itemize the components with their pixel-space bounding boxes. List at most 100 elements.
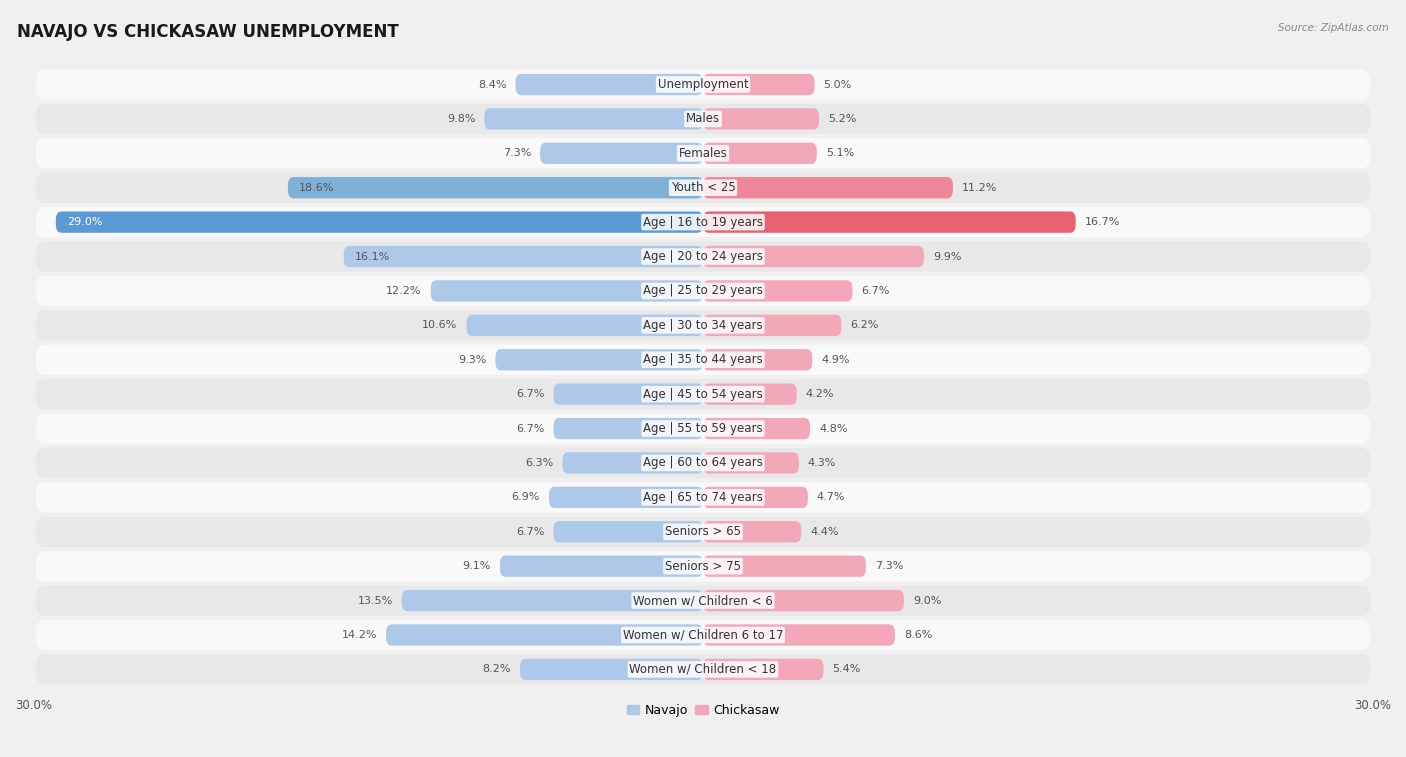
Text: 6.9%: 6.9% [512,492,540,503]
Text: Seniors > 75: Seniors > 75 [665,559,741,573]
FancyBboxPatch shape [35,620,1371,650]
FancyBboxPatch shape [703,556,866,577]
FancyBboxPatch shape [703,452,799,474]
Text: 13.5%: 13.5% [357,596,392,606]
Text: 6.7%: 6.7% [516,527,544,537]
FancyBboxPatch shape [35,482,1371,512]
FancyBboxPatch shape [35,379,1371,410]
FancyBboxPatch shape [703,177,953,198]
FancyBboxPatch shape [703,315,841,336]
Text: Women w/ Children < 18: Women w/ Children < 18 [630,663,776,676]
FancyBboxPatch shape [703,211,1076,233]
Text: 6.7%: 6.7% [516,424,544,434]
FancyBboxPatch shape [35,654,1371,684]
FancyBboxPatch shape [554,418,703,439]
Text: Males: Males [686,112,720,126]
Text: 5.1%: 5.1% [825,148,853,158]
Text: Youth < 25: Youth < 25 [671,181,735,195]
Text: Unemployment: Unemployment [658,78,748,91]
Text: 6.2%: 6.2% [851,320,879,330]
FancyBboxPatch shape [562,452,703,474]
Text: 9.1%: 9.1% [463,561,491,572]
Text: Source: ZipAtlas.com: Source: ZipAtlas.com [1278,23,1389,33]
FancyBboxPatch shape [516,74,703,95]
FancyBboxPatch shape [35,139,1371,169]
FancyBboxPatch shape [467,315,703,336]
Text: Age | 16 to 19 years: Age | 16 to 19 years [643,216,763,229]
FancyBboxPatch shape [387,625,703,646]
FancyBboxPatch shape [35,516,1371,547]
FancyBboxPatch shape [35,173,1371,203]
Text: 11.2%: 11.2% [962,182,997,193]
Text: 7.3%: 7.3% [875,561,903,572]
FancyBboxPatch shape [35,310,1371,341]
Text: 4.3%: 4.3% [808,458,837,468]
FancyBboxPatch shape [484,108,703,129]
FancyBboxPatch shape [35,207,1371,237]
Text: 4.2%: 4.2% [806,389,834,399]
FancyBboxPatch shape [35,448,1371,478]
Legend: Navajo, Chickasaw: Navajo, Chickasaw [621,699,785,722]
FancyBboxPatch shape [35,344,1371,375]
FancyBboxPatch shape [56,211,703,233]
FancyBboxPatch shape [703,625,896,646]
Text: 9.9%: 9.9% [932,251,962,261]
Text: 16.7%: 16.7% [1084,217,1121,227]
Text: Women w/ Children 6 to 17: Women w/ Children 6 to 17 [623,628,783,641]
FancyBboxPatch shape [430,280,703,301]
FancyBboxPatch shape [35,104,1371,134]
FancyBboxPatch shape [703,74,814,95]
FancyBboxPatch shape [703,280,852,301]
FancyBboxPatch shape [501,556,703,577]
FancyBboxPatch shape [35,241,1371,272]
Text: 4.9%: 4.9% [821,355,849,365]
Text: 5.2%: 5.2% [828,114,856,124]
FancyBboxPatch shape [703,590,904,611]
FancyBboxPatch shape [703,384,797,405]
Text: 9.0%: 9.0% [912,596,941,606]
Text: Age | 45 to 54 years: Age | 45 to 54 years [643,388,763,400]
Text: 7.3%: 7.3% [503,148,531,158]
Text: 9.8%: 9.8% [447,114,475,124]
FancyBboxPatch shape [35,585,1371,615]
FancyBboxPatch shape [520,659,703,680]
Text: Seniors > 65: Seniors > 65 [665,525,741,538]
Text: 16.1%: 16.1% [354,251,389,261]
Text: 4.7%: 4.7% [817,492,845,503]
Text: 8.6%: 8.6% [904,630,932,640]
FancyBboxPatch shape [703,659,824,680]
FancyBboxPatch shape [548,487,703,508]
Text: NAVAJO VS CHICKASAW UNEMPLOYMENT: NAVAJO VS CHICKASAW UNEMPLOYMENT [17,23,399,41]
FancyBboxPatch shape [703,246,924,267]
FancyBboxPatch shape [554,521,703,543]
Text: 6.7%: 6.7% [862,286,890,296]
FancyBboxPatch shape [288,177,703,198]
Text: Age | 20 to 24 years: Age | 20 to 24 years [643,250,763,263]
Text: 9.3%: 9.3% [458,355,486,365]
FancyBboxPatch shape [554,384,703,405]
Text: Women w/ Children < 6: Women w/ Children < 6 [633,594,773,607]
FancyBboxPatch shape [343,246,703,267]
Text: 10.6%: 10.6% [422,320,457,330]
Text: 18.6%: 18.6% [299,182,335,193]
Text: Age | 65 to 74 years: Age | 65 to 74 years [643,491,763,504]
Text: 5.0%: 5.0% [824,79,852,89]
Text: 8.4%: 8.4% [478,79,506,89]
Text: 8.2%: 8.2% [482,665,510,674]
Text: Age | 25 to 29 years: Age | 25 to 29 years [643,285,763,298]
Text: Age | 60 to 64 years: Age | 60 to 64 years [643,456,763,469]
Text: 29.0%: 29.0% [67,217,103,227]
Text: 12.2%: 12.2% [387,286,422,296]
Text: 5.4%: 5.4% [832,665,860,674]
Text: Females: Females [679,147,727,160]
Text: 6.7%: 6.7% [516,389,544,399]
FancyBboxPatch shape [35,70,1371,100]
FancyBboxPatch shape [703,418,810,439]
FancyBboxPatch shape [35,413,1371,444]
FancyBboxPatch shape [703,142,817,164]
Text: 4.8%: 4.8% [820,424,848,434]
FancyBboxPatch shape [703,108,820,129]
Text: 6.3%: 6.3% [526,458,554,468]
Text: Age | 30 to 34 years: Age | 30 to 34 years [643,319,763,332]
Text: 14.2%: 14.2% [342,630,377,640]
